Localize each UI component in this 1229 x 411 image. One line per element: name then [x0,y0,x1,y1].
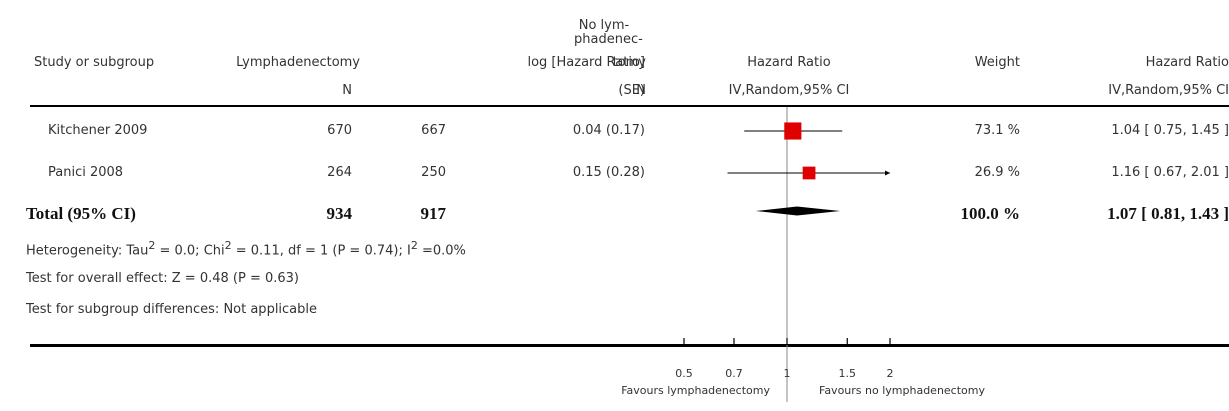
row-ci: 1.16 [ 0.67, 2.01 ] [1111,165,1229,180]
header-se: (SE) [618,83,645,98]
axis-tick-label: 2 [886,367,894,380]
header-study: Study or subgroup [34,55,155,70]
row-n2-value: 667 [421,123,446,138]
header-hr2: Hazard Ratio [1145,55,1229,70]
total-label: Total (95% CI) [26,204,136,223]
total-weight: 100.0 % [960,204,1021,223]
row-weight: 26.9 % [974,165,1020,180]
row-loghr: 0.15 (0.28) [572,165,645,180]
row-n1: 670 [327,123,352,138]
header-lymph: Lymphadenectomy [236,55,360,70]
row-n1: 264 [327,165,352,180]
row-ci: 1.04 [ 0.75, 1.45 ] [1111,123,1229,138]
header-nolymph-line3: tomy [612,55,646,70]
ci-arrow [885,170,890,176]
header-weight: Weight [974,55,1020,70]
heterogeneity-text: Heterogeneity: Tau2 = 0.0; Chi2 = 0.11, … [26,239,466,259]
header-nolymph-line1: No lym- [578,18,630,33]
header-nolymph-line2: phadenec- [574,32,643,47]
total-n2: 917 [420,204,447,223]
point-estimate-box [784,122,802,140]
row-weight: 73.1 % [974,123,1020,138]
total-ci: 1.07 [ 0.81, 1.43 ] [1107,204,1229,223]
header-hr-method: IV,Random,95% CI [728,83,850,98]
axis-tick-label: 0.5 [675,367,693,380]
favours-left-label: Favours lymphadenectomy [621,384,770,397]
axis-tick-label: 0.7 [725,367,743,380]
row-study: Kitchener 2009 [48,123,148,138]
header-nolymph-n: N [636,83,646,98]
axis-tick-label: 1 [783,367,791,380]
header-hr2-method: IV,Random,95% CI [1108,83,1229,98]
bottom-rule [30,344,1229,347]
header-rule [30,105,1229,107]
point-estimate-box [802,166,816,180]
header-lymph-n: N [342,83,352,98]
row-loghr: 0.04 (0.17) [572,123,645,138]
favours-right-label: Favours no lymphadenectomy [819,384,985,397]
total-diamond [755,206,841,216]
total-n1: 934 [326,204,353,223]
header-hr: Hazard Ratio [747,55,831,70]
axis-tick-label: 1.5 [838,367,857,380]
subgroup-text: Test for subgroup differences: Not appli… [26,302,318,317]
row-n2-value: 250 [421,165,446,180]
row-study: Panici 2008 [48,165,124,180]
header-loghr: log [Hazard Ratio] [527,55,645,70]
overall-effect-text: Test for overall effect: Z = 0.48 (P = 0… [26,271,299,286]
